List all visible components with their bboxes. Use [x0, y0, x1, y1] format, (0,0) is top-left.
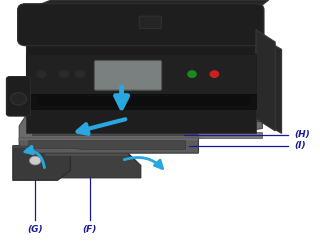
Polygon shape	[26, 10, 256, 35]
Polygon shape	[45, 153, 128, 156]
Text: (G): (G)	[28, 225, 43, 234]
Text: (H): (H)	[294, 130, 310, 139]
FancyBboxPatch shape	[139, 16, 162, 28]
Polygon shape	[13, 146, 70, 148]
Polygon shape	[19, 116, 262, 138]
Circle shape	[11, 93, 27, 105]
Circle shape	[188, 71, 196, 77]
Polygon shape	[256, 30, 275, 131]
Circle shape	[60, 71, 68, 78]
Polygon shape	[198, 132, 262, 138]
Polygon shape	[19, 138, 198, 153]
FancyBboxPatch shape	[94, 61, 162, 90]
Polygon shape	[256, 35, 282, 133]
Polygon shape	[19, 138, 198, 141]
Polygon shape	[26, 94, 256, 109]
Text: (I): (I)	[294, 141, 306, 150]
Polygon shape	[38, 153, 141, 178]
Circle shape	[37, 71, 46, 78]
Polygon shape	[13, 146, 70, 180]
Circle shape	[210, 71, 219, 77]
Polygon shape	[26, 0, 269, 10]
Text: (F): (F)	[83, 225, 97, 234]
Polygon shape	[32, 124, 224, 135]
Circle shape	[29, 156, 41, 165]
FancyBboxPatch shape	[18, 4, 264, 46]
Polygon shape	[26, 54, 256, 94]
Polygon shape	[38, 96, 250, 106]
Circle shape	[76, 71, 84, 78]
Polygon shape	[26, 116, 262, 121]
Polygon shape	[29, 141, 186, 149]
Polygon shape	[26, 109, 256, 133]
FancyBboxPatch shape	[6, 77, 30, 116]
Polygon shape	[26, 35, 256, 119]
